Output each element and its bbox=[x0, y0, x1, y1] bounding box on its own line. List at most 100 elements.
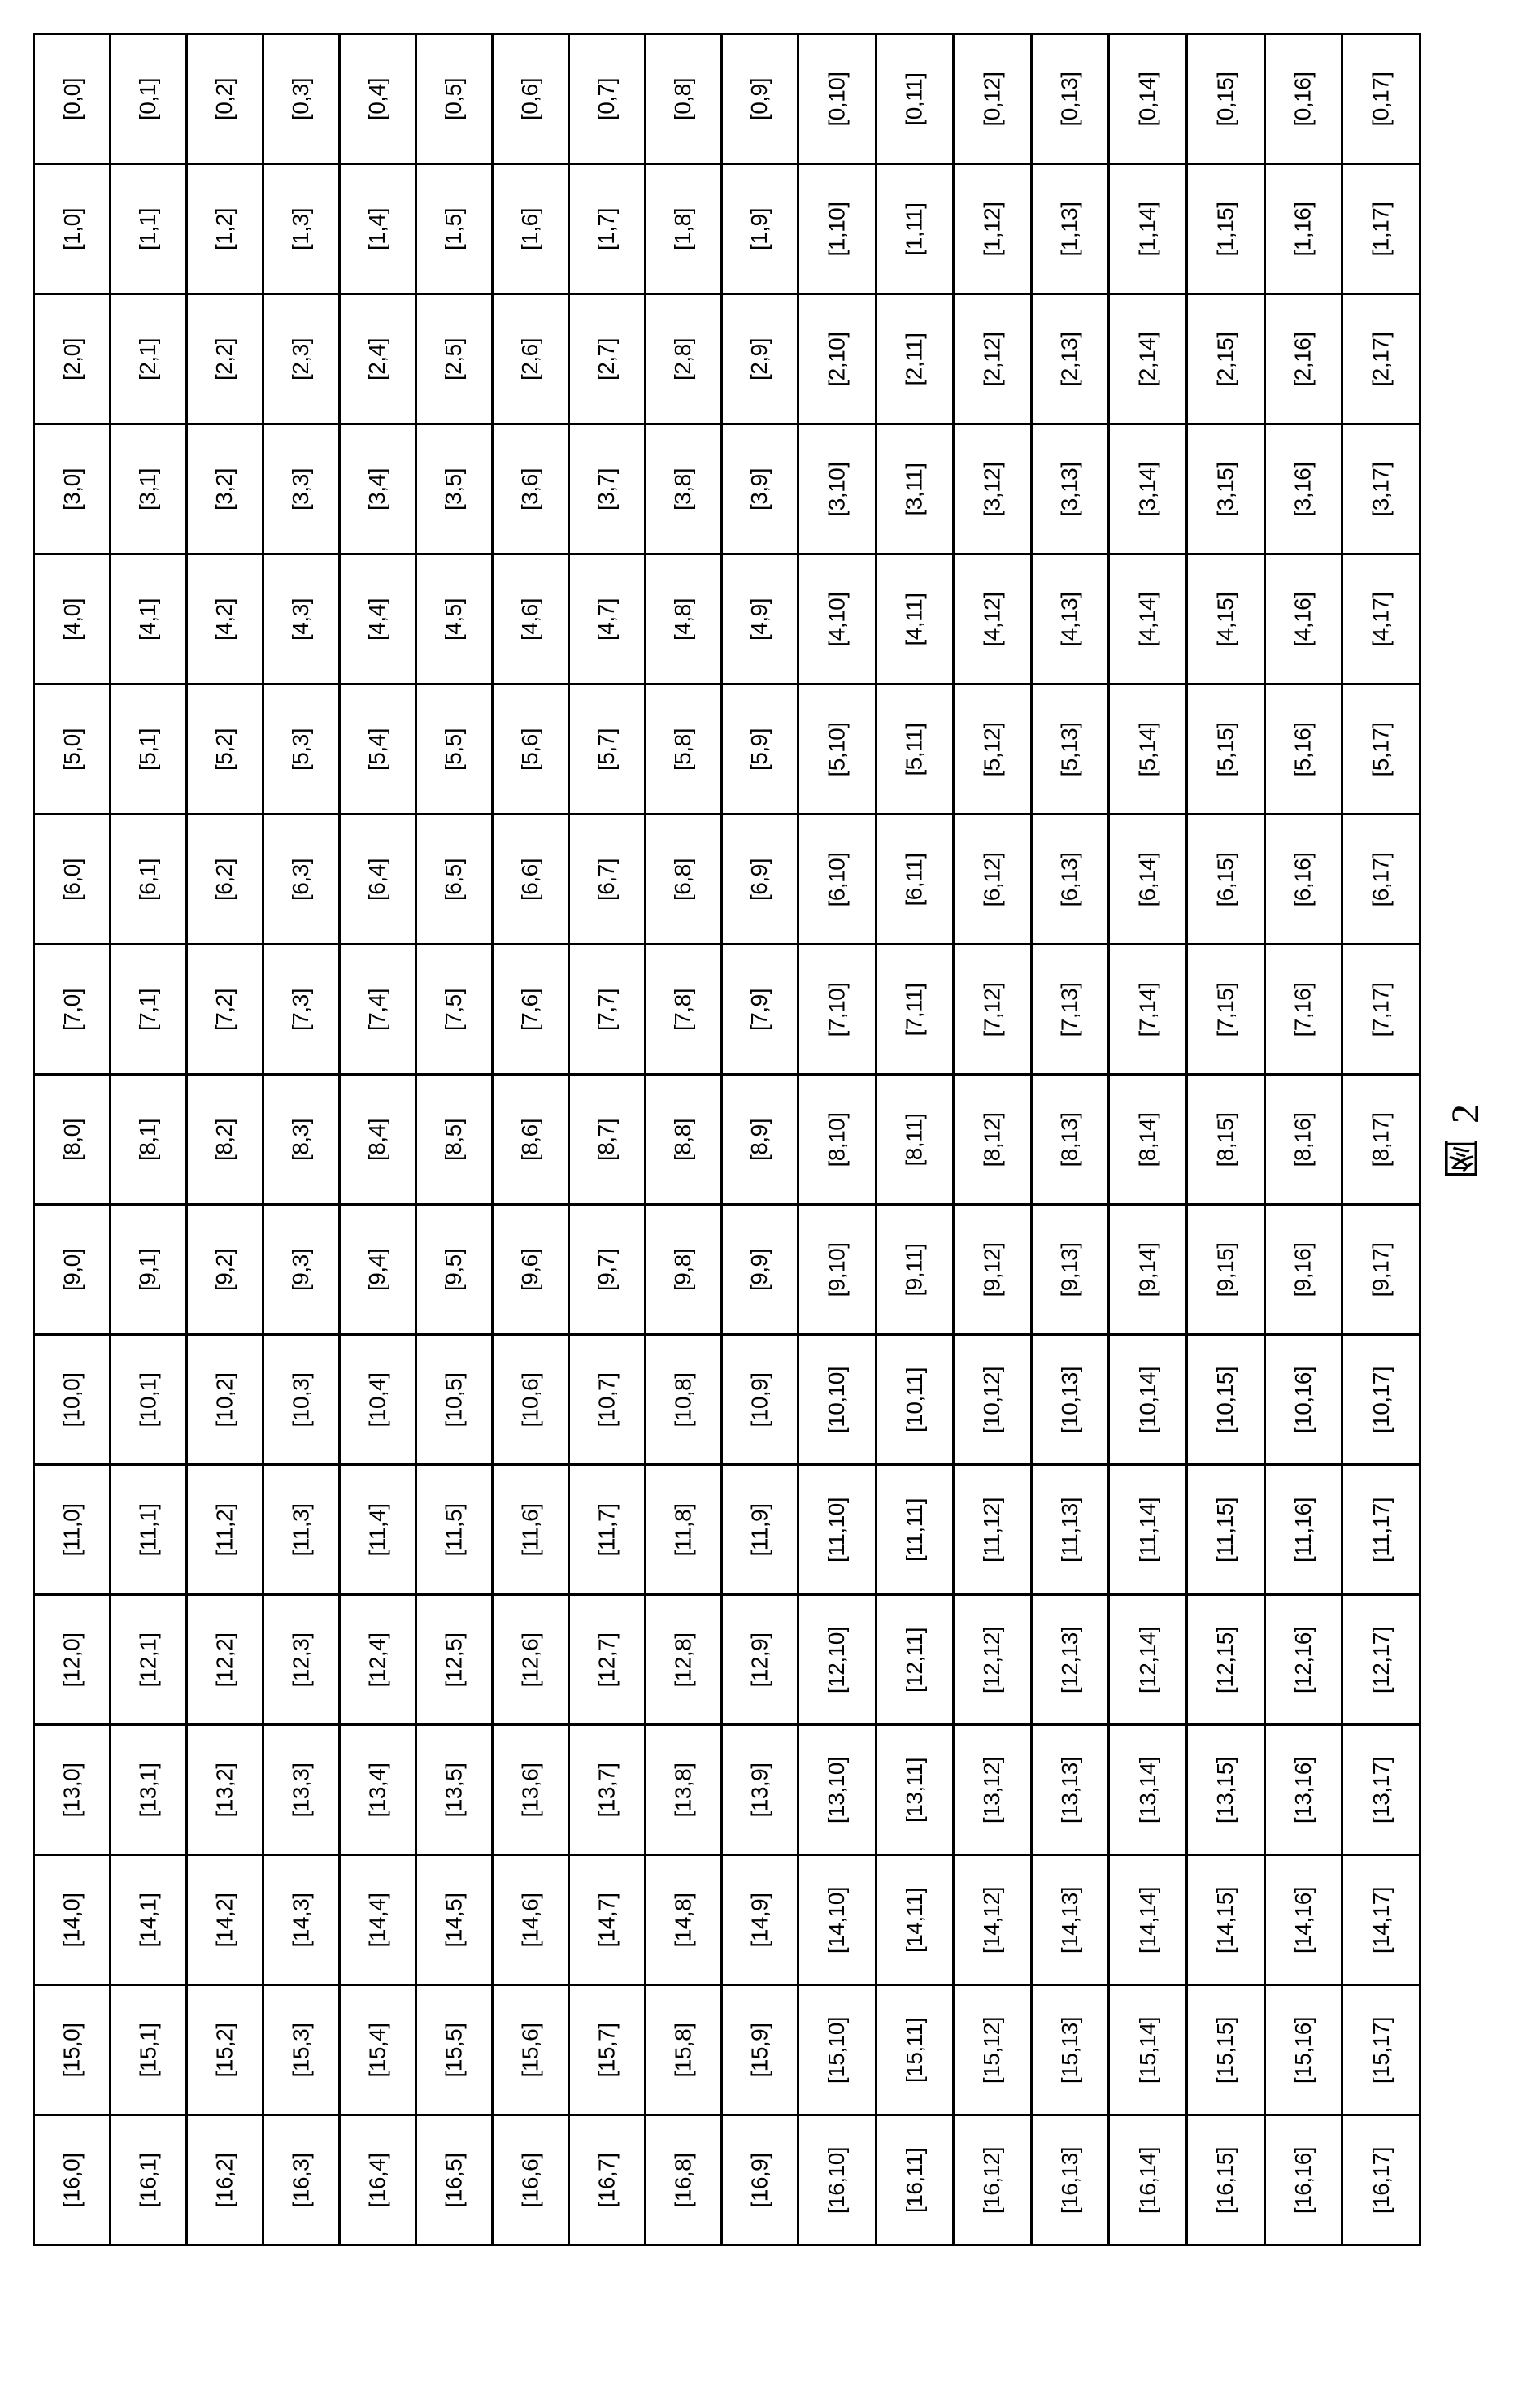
cell-label: [3,17] bbox=[1368, 462, 1394, 516]
cell-label: [11,0] bbox=[59, 1503, 85, 1556]
cell-label: [12,15] bbox=[1212, 1626, 1238, 1693]
cell-label: [3,2] bbox=[211, 468, 237, 511]
cell-label: [6,0] bbox=[59, 858, 85, 901]
grid-cell: [16,8] bbox=[645, 2115, 721, 2245]
grid-cell: [11,8] bbox=[645, 1465, 721, 1595]
cell-label: [7,13] bbox=[1057, 982, 1083, 1037]
grid-cell: [12,14] bbox=[1109, 1595, 1187, 1725]
grid-cell: [6,17] bbox=[1342, 815, 1420, 945]
grid-cell: [8,12] bbox=[953, 1075, 1031, 1205]
cell-label: [15,14] bbox=[1135, 2016, 1161, 2083]
cell-label: [7,15] bbox=[1212, 982, 1238, 1037]
grid-cell: [3,4] bbox=[339, 424, 415, 554]
grid-cell: [7,8] bbox=[645, 945, 721, 1075]
grid-cell: [6,1] bbox=[110, 815, 186, 945]
grid-cell: [1,1] bbox=[110, 164, 186, 294]
grid-cell: [3,10] bbox=[798, 424, 876, 554]
cell-label: [13,1] bbox=[135, 1763, 161, 1817]
grid-cell: [7,4] bbox=[339, 945, 415, 1075]
cell-label: [13,7] bbox=[594, 1763, 620, 1817]
grid-cell: [7,11] bbox=[876, 945, 953, 1075]
cell-label: [5,12] bbox=[979, 722, 1005, 776]
cell-label: [5,7] bbox=[594, 728, 620, 771]
cell-label: [11,14] bbox=[1135, 1497, 1161, 1562]
cell-label: [5,14] bbox=[1135, 722, 1161, 776]
cell-label: [6,5] bbox=[441, 858, 467, 901]
grid-cell: [12,16] bbox=[1264, 1595, 1342, 1725]
cell-label: [8,7] bbox=[594, 1119, 620, 1161]
cell-label: [6,15] bbox=[1212, 852, 1238, 906]
grid-cell: [3,0] bbox=[34, 424, 111, 554]
cell-label: [10,6] bbox=[517, 1372, 543, 1427]
grid-cell: [16,3] bbox=[263, 2115, 339, 2245]
grid-cell: [13,10] bbox=[798, 1725, 876, 1855]
cell-label: [14,15] bbox=[1212, 1886, 1238, 1953]
grid-cell: [8,2] bbox=[186, 1075, 263, 1205]
grid-cell: [2,12] bbox=[953, 294, 1031, 424]
cell-label: [9,9] bbox=[746, 1249, 772, 1291]
cell-label: [6,2] bbox=[211, 858, 237, 901]
cell-label: [15,6] bbox=[517, 2023, 543, 2077]
grid-cell: [9,9] bbox=[721, 1205, 798, 1335]
grid-cell: [5,4] bbox=[339, 685, 415, 815]
cell-label: [5,13] bbox=[1057, 722, 1083, 776]
cell-label: [6,13] bbox=[1057, 852, 1083, 906]
cell-label: [3,11] bbox=[902, 463, 928, 515]
grid-cell: [6,12] bbox=[953, 815, 1031, 945]
grid-cell: [7,12] bbox=[953, 945, 1031, 1075]
cell-label: [14,6] bbox=[517, 1893, 543, 1947]
cell-label: [10,3] bbox=[288, 1372, 314, 1427]
grid-cell: [12,10] bbox=[798, 1595, 876, 1725]
grid-cell: [7,2] bbox=[186, 945, 263, 1075]
grid-cell: [9,14] bbox=[1109, 1205, 1187, 1335]
grid-cell: [13,9] bbox=[721, 1725, 798, 1855]
cell-label: [5,10] bbox=[824, 722, 850, 776]
grid-cell: [3,5] bbox=[415, 424, 492, 554]
cell-label: [15,10] bbox=[824, 2016, 850, 2083]
grid-cell: [8,10] bbox=[798, 1075, 876, 1205]
grid-cell: [7,10] bbox=[798, 945, 876, 1075]
grid-cell: [14,1] bbox=[110, 1855, 186, 1985]
grid-cell: [8,14] bbox=[1109, 1075, 1187, 1205]
grid-cell: [5,12] bbox=[953, 685, 1031, 815]
cell-label: [0,10] bbox=[824, 72, 850, 126]
cell-label: [4,10] bbox=[824, 592, 850, 646]
grid-cell: [14,16] bbox=[1264, 1855, 1342, 1985]
grid-cell: [8,5] bbox=[415, 1075, 492, 1205]
grid-cell: [13,12] bbox=[953, 1725, 1031, 1855]
cell-label: [9,1] bbox=[135, 1249, 161, 1291]
cell-label: [1,6] bbox=[517, 208, 543, 250]
grid-cell: [12,1] bbox=[110, 1595, 186, 1725]
grid-cell: [12,2] bbox=[186, 1595, 263, 1725]
grid-cell: [13,3] bbox=[263, 1725, 339, 1855]
cell-label: [15,2] bbox=[211, 2023, 237, 2077]
grid-cell: [15,7] bbox=[568, 1985, 645, 2115]
cell-label: [5,8] bbox=[670, 728, 696, 771]
grid-cell: [5,8] bbox=[645, 685, 721, 815]
cell-label: [4,5] bbox=[441, 598, 467, 641]
grid-cell: [4,15] bbox=[1186, 554, 1264, 685]
cell-label: [0,0] bbox=[59, 78, 85, 120]
grid-cell: [15,14] bbox=[1109, 1985, 1187, 2115]
grid-cell: [6,16] bbox=[1264, 815, 1342, 945]
cell-label: [14,14] bbox=[1135, 1886, 1161, 1953]
grid-cell: [8,6] bbox=[492, 1075, 568, 1205]
grid-cell: [5,15] bbox=[1186, 685, 1264, 815]
cell-label: [13,9] bbox=[746, 1763, 772, 1817]
grid-cell: [10,4] bbox=[339, 1335, 415, 1465]
cell-label: [15,12] bbox=[979, 2016, 1005, 2083]
grid-cell: [10,0] bbox=[34, 1335, 111, 1465]
grid-cell: [16,15] bbox=[1186, 2115, 1264, 2245]
cell-label: [6,7] bbox=[594, 858, 620, 901]
grid-cell: [7,7] bbox=[568, 945, 645, 1075]
cell-label: [9,0] bbox=[59, 1249, 85, 1291]
grid-cell: [16,6] bbox=[492, 2115, 568, 2245]
grid-cell: [3,8] bbox=[645, 424, 721, 554]
grid-cell: [4,13] bbox=[1031, 554, 1109, 685]
grid-cell: [3,11] bbox=[876, 424, 953, 554]
cell-label: [1,15] bbox=[1212, 202, 1238, 256]
cell-label: [7,12] bbox=[979, 982, 1005, 1037]
cell-label: [9,8] bbox=[670, 1249, 696, 1291]
grid-cell: [16,10] bbox=[798, 2115, 876, 2245]
grid-cell: [1,4] bbox=[339, 164, 415, 294]
